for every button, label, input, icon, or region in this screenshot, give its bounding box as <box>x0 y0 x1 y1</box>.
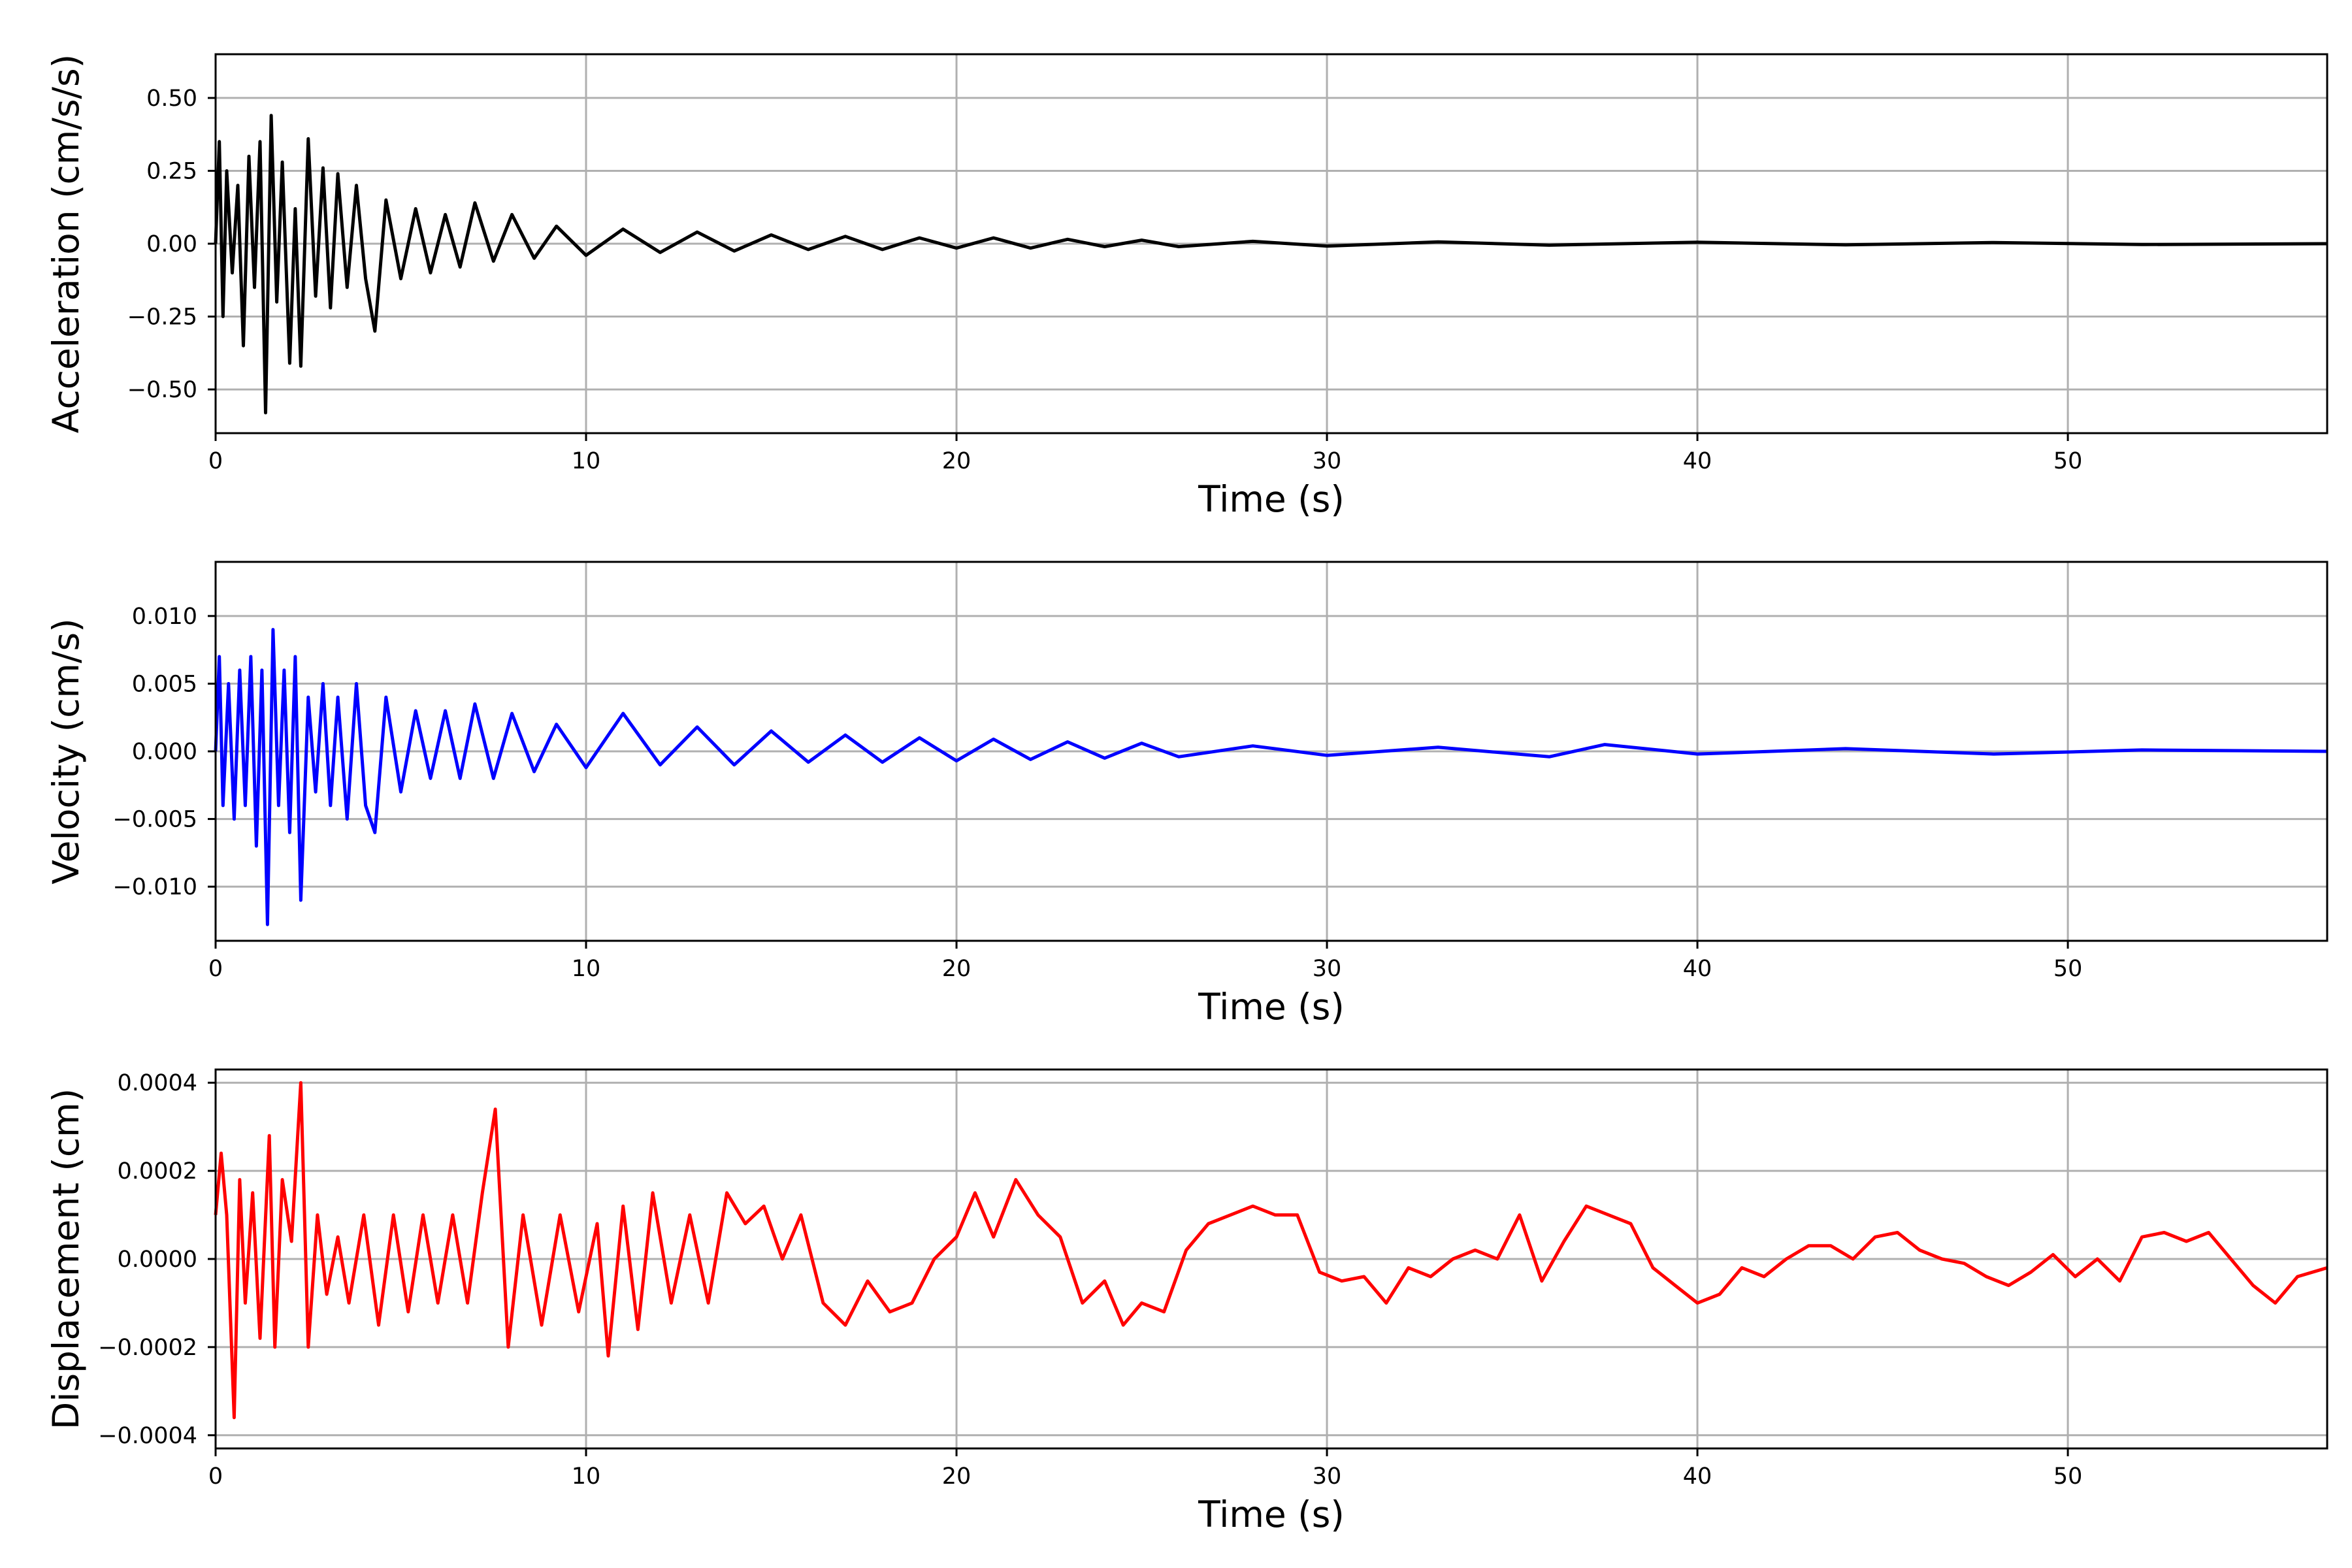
x-axis-label: Time (s) <box>1198 478 1345 520</box>
x-tick-label: 10 <box>572 956 601 982</box>
acceleration-panel: 0 10 20 30 40 50 0.50 0.25 0.00 −0.25 −0.50 Time (s… <box>45 53 2328 520</box>
y-tick-label: −0.005 <box>112 807 197 833</box>
y-tick-label: −0.010 <box>112 874 197 900</box>
x-tick-label: 30 <box>1313 1463 1342 1490</box>
x-tick-label: 0 <box>208 956 223 982</box>
y-tick-label: 0.0002 <box>118 1158 197 1184</box>
velocity-panel: 0 10 20 30 40 50 0.010 0.005 0.000 −0.005 −0.010 Ti… <box>45 561 2328 1028</box>
x-tick-label: 10 <box>572 1463 601 1490</box>
y-tick-label: 0.0004 <box>118 1070 197 1096</box>
y-axis-label: Acceleration (cm/s/s) <box>45 54 87 433</box>
y-tick-label: −0.25 <box>127 304 197 331</box>
x-tick-label: 20 <box>942 956 972 982</box>
x-tick-label: 30 <box>1313 956 1342 982</box>
y-tick-label: −0.50 <box>127 377 197 403</box>
x-tick-label: 50 <box>2053 448 2083 474</box>
x-tick-label: 40 <box>1683 1463 1712 1490</box>
x-axis-label: Time (s) <box>1198 986 1345 1028</box>
y-tick-label: 0.25 <box>146 158 197 184</box>
x-tick-label: 0 <box>208 1463 223 1490</box>
y-tick-label: −0.0004 <box>98 1423 197 1449</box>
y-tick-label: 0.005 <box>132 671 197 697</box>
x-tick-label: 40 <box>1683 448 1712 474</box>
x-tick-label: 50 <box>2053 956 2083 982</box>
acceleration-series-line <box>214 114 2328 415</box>
y-tick-label: 0.010 <box>132 604 197 630</box>
x-tick-label: 20 <box>942 1463 972 1490</box>
displacement-series-line <box>214 1081 2328 1420</box>
y-axis-label: Displacement (cm) <box>45 1088 87 1429</box>
y-tick-label: 0.000 <box>132 739 197 765</box>
x-tick-label: 20 <box>942 448 972 474</box>
displacement-panel: 0 10 20 30 40 50 0.0004 0.0002 0.0000 −0.0002 −0.0… <box>45 1068 2328 1535</box>
x-axis-label: Time (s) <box>1198 1494 1345 1535</box>
y-tick-label: 0.50 <box>146 86 197 112</box>
y-tick-label: −0.0002 <box>98 1335 197 1361</box>
y-tick-label: 0.00 <box>146 231 197 257</box>
x-tick-label: 30 <box>1313 448 1342 474</box>
x-tick-label: 10 <box>572 448 601 474</box>
x-tick-label: 50 <box>2053 1463 2083 1490</box>
x-tick-label: 0 <box>208 448 223 474</box>
velocity-series-line <box>214 628 2328 926</box>
x-tick-label: 40 <box>1683 956 1712 982</box>
y-tick-label: 0.0000 <box>118 1247 197 1273</box>
y-axis-label: Velocity (cm/s) <box>45 618 87 884</box>
